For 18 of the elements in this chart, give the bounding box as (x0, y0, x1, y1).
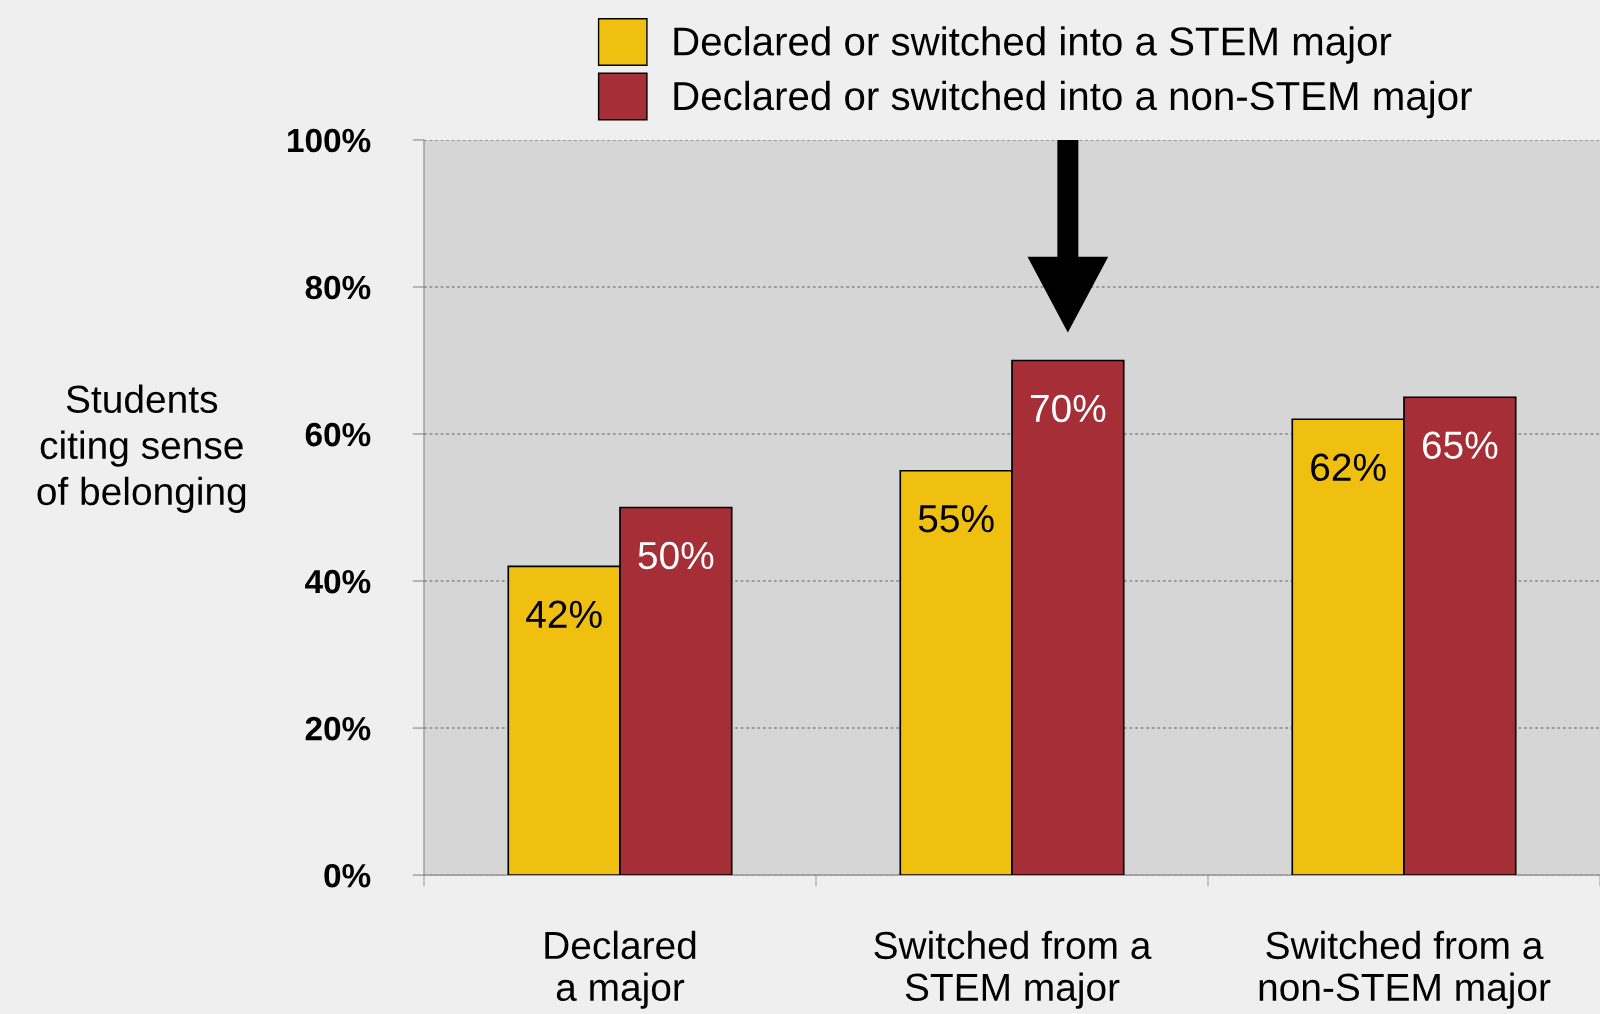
legend-label: Declared or switched into a non-STEM major (674, 80, 1472, 119)
y-axis-title: Students citing sense of belonging (37, 384, 246, 513)
y-tick-label: 0% (324, 863, 371, 888)
text: 55% (918, 505, 994, 533)
y-tick-label: 60% (305, 422, 371, 447)
text: 50% (638, 541, 714, 570)
x-tick-label: Declared a major (545, 930, 696, 1009)
x-tick-label: Switched from a STEM major (874, 930, 1152, 1009)
text: 70% (1030, 394, 1106, 423)
x-tick-label: Switched from a non-STEM major (1259, 930, 1551, 1009)
y-tick-label: 100% (288, 128, 371, 153)
text: 65% (1422, 431, 1498, 459)
text: 62% (1311, 453, 1386, 482)
y-tick-label: 80% (305, 275, 371, 300)
text: 42% (526, 600, 602, 628)
y-tick-label: 40% (305, 569, 371, 594)
legend-label: Declared or switched into a STEM major (674, 26, 1392, 64)
y-tick-label: 20% (305, 716, 371, 741)
